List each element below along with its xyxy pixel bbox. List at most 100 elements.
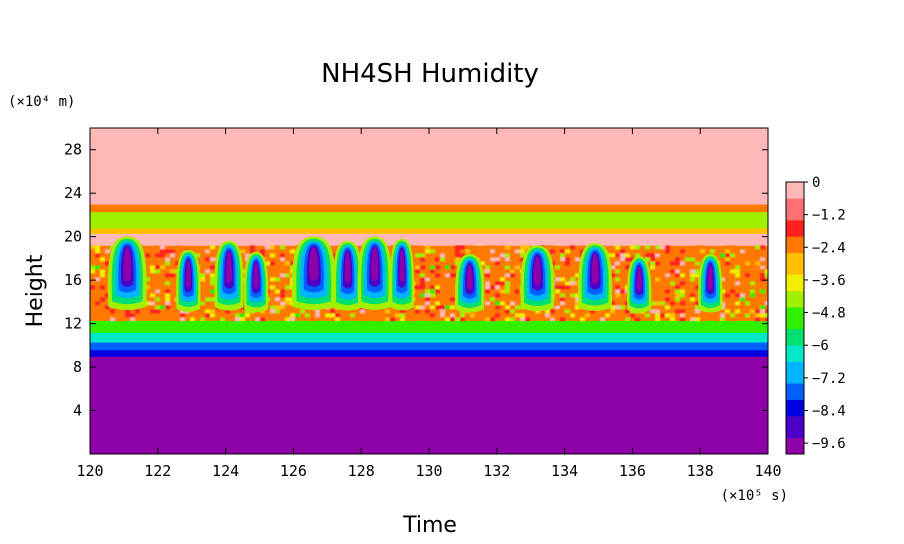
texture-cell bbox=[165, 305, 170, 310]
heatmap-area bbox=[90, 128, 768, 454]
texture-cell bbox=[615, 301, 620, 306]
texture-cell bbox=[125, 313, 130, 318]
texture-cell bbox=[425, 289, 430, 294]
texture-cell bbox=[760, 305, 765, 310]
texture-cell bbox=[555, 281, 560, 286]
texture-cell bbox=[200, 273, 205, 278]
texture-cell bbox=[505, 317, 510, 322]
texture-cell bbox=[520, 249, 525, 254]
texture-cell bbox=[240, 317, 245, 322]
plume-contour bbox=[309, 247, 319, 281]
texture-cell bbox=[515, 249, 520, 254]
texture-cell bbox=[635, 313, 640, 318]
colorbar-segment bbox=[786, 252, 804, 259]
texture-cell bbox=[560, 293, 565, 298]
texture-cell bbox=[95, 265, 100, 270]
colorbar-segment bbox=[786, 443, 804, 449]
texture-cell bbox=[425, 297, 430, 302]
texture-cell bbox=[525, 317, 530, 322]
texture-cell bbox=[520, 253, 525, 258]
texture-cell bbox=[155, 253, 160, 258]
y-axis-unit: (×10⁴ m) bbox=[8, 94, 75, 110]
texture-cell bbox=[650, 309, 655, 314]
texture-cell bbox=[505, 245, 510, 250]
texture-cell bbox=[745, 305, 750, 310]
texture-cell bbox=[430, 261, 435, 266]
colorbar-segment bbox=[786, 366, 804, 373]
colorbar-segment bbox=[786, 334, 804, 341]
texture-cell bbox=[170, 273, 175, 278]
texture-cell bbox=[200, 309, 205, 314]
texture-cell bbox=[765, 273, 768, 278]
texture-cell bbox=[195, 249, 200, 254]
texture-cell bbox=[210, 281, 215, 286]
texture-cell bbox=[685, 269, 690, 274]
texture-cell bbox=[95, 305, 100, 310]
texture-cell bbox=[330, 317, 335, 322]
texture-cell bbox=[570, 309, 575, 314]
texture-cell bbox=[545, 245, 550, 250]
texture-cell bbox=[650, 257, 655, 262]
colorbar-segment bbox=[786, 372, 804, 379]
texture-cell bbox=[210, 277, 215, 282]
texture-cell bbox=[550, 245, 555, 250]
colorbar-segment bbox=[786, 399, 804, 406]
texture-cell bbox=[690, 305, 695, 310]
texture-cell bbox=[630, 257, 635, 262]
texture-cell bbox=[485, 265, 490, 270]
texture-cell bbox=[690, 257, 695, 262]
texture-cell bbox=[750, 277, 755, 282]
plume bbox=[176, 249, 201, 312]
texture-cell bbox=[380, 313, 385, 318]
texture-cell bbox=[735, 301, 740, 306]
texture-cell bbox=[730, 317, 735, 322]
y-tick-label: 24 bbox=[64, 184, 82, 202]
colorbar-segment bbox=[786, 361, 804, 368]
texture-cell bbox=[165, 289, 170, 294]
texture-cell bbox=[660, 253, 665, 258]
colorbar-tick-label: −4.8 bbox=[812, 306, 846, 322]
x-tick-label: 136 bbox=[619, 462, 646, 480]
colorbar-segment bbox=[786, 192, 804, 199]
colorbar-tick-label: −9.6 bbox=[812, 436, 846, 452]
texture-cell bbox=[750, 253, 755, 258]
plume bbox=[107, 236, 147, 310]
x-tick-label: 126 bbox=[280, 462, 307, 480]
texture-cell bbox=[505, 265, 510, 270]
texture-cell bbox=[205, 313, 210, 318]
texture-cell bbox=[680, 293, 685, 298]
texture-cell bbox=[680, 261, 685, 266]
texture-cell bbox=[270, 245, 275, 250]
texture-cell bbox=[705, 313, 710, 318]
texture-cell bbox=[390, 317, 395, 322]
texture-cell bbox=[145, 313, 150, 318]
colorbar-segment bbox=[786, 437, 804, 444]
texture-cell bbox=[485, 273, 490, 278]
texture-cell bbox=[420, 265, 425, 270]
texture-cell bbox=[160, 281, 165, 286]
texture-cell bbox=[645, 253, 650, 258]
texture-cell bbox=[145, 253, 150, 258]
texture-cell bbox=[285, 249, 290, 254]
texture-cell bbox=[450, 313, 455, 318]
colorbar-segment bbox=[786, 328, 804, 335]
texture-cell bbox=[700, 309, 705, 314]
texture-cell bbox=[155, 289, 160, 294]
texture-cell bbox=[445, 265, 450, 270]
texture-cell bbox=[660, 297, 665, 302]
texture-cell bbox=[555, 273, 560, 278]
texture-cell bbox=[710, 249, 715, 254]
texture-cell bbox=[655, 313, 660, 318]
texture-cell bbox=[740, 309, 745, 314]
texture-cell bbox=[205, 309, 210, 314]
texture-cell bbox=[735, 297, 740, 302]
texture-cell bbox=[695, 261, 700, 266]
texture-cell bbox=[430, 293, 435, 298]
texture-cell bbox=[90, 249, 95, 254]
texture-cell bbox=[445, 297, 450, 302]
texture-cell bbox=[280, 245, 285, 250]
texture-cell bbox=[505, 305, 510, 310]
texture-cell bbox=[285, 289, 290, 294]
texture-cell bbox=[145, 309, 150, 314]
layer-band bbox=[90, 211, 768, 229]
